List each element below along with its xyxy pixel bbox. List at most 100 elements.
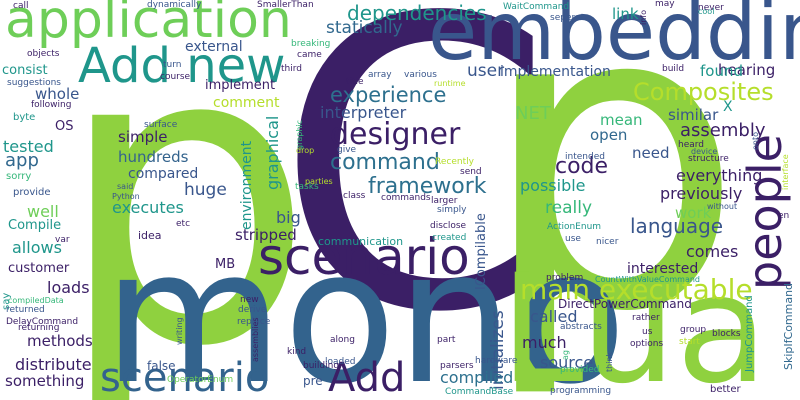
- word-add: Add: [328, 355, 406, 400]
- word-returning: returning: [18, 323, 60, 333]
- word-intended: intended: [565, 152, 605, 162]
- word-returned: returned: [6, 305, 45, 315]
- word-ag: ag: [561, 350, 570, 360]
- word-better: better: [710, 384, 741, 395]
- word-kind: kind: [287, 347, 307, 357]
- word-actionenum: ActionEnum: [547, 222, 602, 232]
- word-delaycommand: DelayCommand: [6, 317, 79, 327]
- word-python: Python: [112, 192, 140, 201]
- word-countwithvaluecommand: CountWithValueCommand: [595, 275, 701, 284]
- word-objects: objects: [27, 49, 60, 59]
- word-without: without: [707, 202, 738, 211]
- word-similar: similar: [668, 106, 719, 124]
- word-title: title: [346, 77, 364, 87]
- word-think: think: [605, 351, 614, 372]
- word-structure: structure: [688, 154, 729, 164]
- word-skipifcommand: SkipIfCommand: [782, 282, 795, 370]
- word-work: work: [675, 204, 712, 222]
- word-smallerthan: SmallerThan: [257, 0, 314, 10]
- word-called: called: [530, 307, 578, 326]
- word-found: found: [700, 62, 743, 80]
- word-hardware: hardware: [475, 356, 518, 366]
- word-x: X: [723, 99, 733, 115]
- word-statically: statically: [326, 18, 403, 38]
- word-communication: communication: [318, 235, 404, 248]
- word-huge: huge: [184, 180, 227, 200]
- word-stripped: stripped: [235, 226, 297, 244]
- word-graphical: graphical: [263, 115, 282, 190]
- word-methods: methods: [27, 332, 93, 350]
- word-scenario-bottom: scenario: [100, 355, 270, 400]
- word-compile: Compile: [8, 218, 62, 233]
- word-big: big: [276, 208, 301, 227]
- word-everything: everything: [676, 166, 763, 185]
- word-third: third: [281, 64, 302, 74]
- word-may: may: [655, 0, 675, 9]
- word-etc: etc: [176, 219, 191, 229]
- word-build: build: [662, 64, 685, 74]
- word-runtime: runtime: [434, 79, 466, 88]
- word-simple: simple: [118, 128, 168, 146]
- word-assembly: assembly: [680, 120, 766, 141]
- word-something: something: [5, 372, 85, 390]
- word-compiled: compiled: [440, 368, 514, 387]
- word-consist: consist: [2, 63, 48, 78]
- word-group: group: [680, 325, 707, 335]
- word-allows: allows: [12, 238, 62, 257]
- word-false: false: [147, 359, 176, 373]
- word-need: need: [632, 144, 670, 162]
- word-interested: interested: [627, 261, 699, 277]
- word-app: app: [5, 150, 39, 171]
- word-distribute: distribute: [15, 355, 92, 374]
- word-assemblies: assemblies: [251, 317, 260, 362]
- word-link: link: [612, 5, 639, 23]
- word-nicer: nicer: [596, 237, 619, 247]
- word-commandbase: CommandBase: [445, 387, 514, 397]
- word-blocks: blocks: [712, 329, 741, 339]
- word-hundreds: hundreds: [118, 148, 189, 166]
- word-operatorenum: OperatorEnum: [167, 375, 234, 385]
- word-loaded: loaded: [325, 357, 356, 367]
- word-open: open: [590, 126, 628, 144]
- word-really: really: [545, 198, 592, 218]
- word-options: options: [630, 339, 664, 349]
- word-var: var: [55, 235, 70, 245]
- word-turn: turn: [163, 60, 182, 70]
- word-new: new: [240, 295, 259, 305]
- word-various: various: [404, 70, 437, 80]
- word-application: application: [5, 0, 292, 50]
- word-derive: derive: [238, 305, 267, 315]
- word-surface: surface: [144, 120, 178, 130]
- word-well: well: [27, 202, 59, 221]
- word-give: give: [337, 145, 357, 155]
- word-created: created: [432, 233, 467, 243]
- word-simply: simply: [437, 205, 467, 215]
- word-parties: parties: [305, 177, 333, 186]
- word-mb: MB: [215, 257, 236, 272]
- word-following: following: [31, 100, 72, 110]
- word-designer: designer: [330, 117, 461, 152]
- word-interpreter: interpreter: [320, 103, 407, 122]
- word-c: C: [275, 0, 555, 400]
- word-onto: onto: [751, 132, 760, 150]
- word-p-left: p: [55, 0, 316, 400]
- word-external: external: [185, 39, 243, 55]
- word-whole: whole: [35, 85, 80, 103]
- word-problem: problem: [546, 273, 584, 283]
- word-hearing: hearing: [718, 61, 776, 79]
- word-replace: replace: [237, 317, 271, 327]
- word-commands: commands: [381, 193, 431, 203]
- word-directpowercommand: DirectPowerCommand: [558, 297, 692, 311]
- word-came: came: [297, 50, 322, 60]
- word-code: code: [555, 154, 609, 179]
- word-array: array: [368, 70, 392, 80]
- word-info: info: [639, 9, 648, 25]
- word-composites: Composites: [633, 78, 774, 106]
- word-jumpcommand: JumpCommand: [744, 295, 755, 372]
- word-device: device: [691, 147, 718, 156]
- word-p-right: p: [478, 0, 745, 400]
- word-us: us: [642, 327, 653, 337]
- word-previously: previously: [660, 184, 743, 203]
- word-larger: larger: [431, 196, 458, 206]
